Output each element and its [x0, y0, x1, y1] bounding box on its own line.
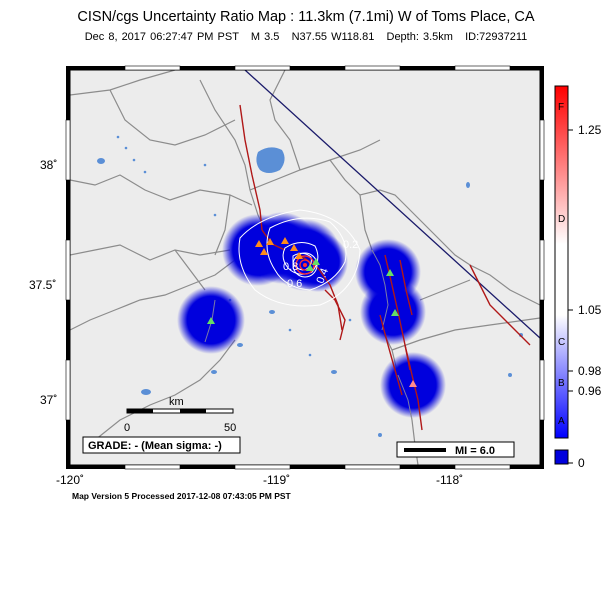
lake: [466, 182, 470, 188]
scale-bar-segment: [180, 409, 206, 413]
grade-box: GRADE: - (Mean sigma: -): [82, 436, 241, 454]
station-triangle: [312, 258, 320, 265]
scale-unit: km: [169, 396, 184, 408]
grade-box-frame: [82, 436, 241, 454]
contour-0-6: [282, 242, 319, 275]
lake: [237, 343, 243, 347]
map-title: CISN/cgs Uncertainty Ratio Map : 11.3km …: [77, 9, 535, 25]
lake: [308, 353, 312, 357]
colorbar-values: 1.25 1.05 0.98 0.96 0: [578, 123, 602, 470]
colorbar: F D C B A 1.25 1.05 0.98 0.96 0: [554, 85, 602, 470]
station-triangle: [266, 238, 274, 245]
faults: [239, 104, 531, 431]
uncertainty-zone: [360, 279, 426, 345]
lake: [141, 389, 151, 395]
station-triangle: [207, 317, 215, 324]
contour-label: 0.2: [343, 239, 358, 251]
lake: [203, 163, 207, 167]
mi-legend-line: [404, 448, 446, 452]
station-triangle: [290, 244, 298, 251]
lake: [331, 370, 337, 374]
scale-bar: km 0 50: [124, 396, 236, 434]
lake: [143, 170, 147, 174]
lake: [378, 433, 382, 437]
lat-label: 37˚: [40, 393, 57, 407]
colorbar-value: 1.05: [578, 303, 602, 317]
colorbar-zero-swatch: [554, 449, 569, 465]
lake: [213, 213, 217, 217]
event-depth: Depth: 3.5km: [386, 31, 453, 43]
station-triangle: [295, 252, 303, 259]
colorbar-value: 1.25: [578, 123, 602, 137]
mono-lake: [256, 147, 285, 173]
colorbar-letters: F D C B A: [558, 102, 565, 427]
colorbar-letter: F: [558, 102, 564, 113]
colorbar-letter: C: [558, 337, 565, 348]
contour-label: 0.8: [283, 261, 298, 273]
colorbar-letter: B: [558, 378, 565, 389]
colorbar-value: 0: [578, 456, 585, 470]
station-triangle: [255, 240, 263, 247]
lake: [348, 318, 352, 322]
lakes: [97, 135, 523, 437]
lake: [519, 333, 523, 337]
epicenter-dot: [303, 263, 307, 267]
station-triangle: [281, 237, 289, 244]
contour-label: 0.6: [287, 278, 302, 290]
lake: [132, 158, 136, 162]
colorbar-letter: A: [558, 416, 565, 427]
station-triangle: [391, 309, 399, 316]
latitude-labels: 38˚ 37.5˚ 37˚: [29, 158, 57, 407]
lake: [124, 146, 128, 150]
lake: [97, 158, 105, 164]
event-magnitude: M 3.5: [250, 31, 280, 43]
station-triangle: [306, 264, 314, 271]
lake: [116, 135, 120, 139]
grade-text: GRADE: - (Mean sigma: -): [88, 440, 222, 452]
scale-start: 0: [124, 422, 130, 434]
colorbar-value: 0.98: [578, 364, 602, 378]
mi-legend: MI = 6.0: [396, 441, 515, 458]
map-frame: [65, 65, 545, 470]
event-id: ID:72937211: [465, 31, 528, 43]
map-footer: Map Version 5 Processed 2017-12-08 07:43…: [72, 491, 291, 501]
contour-label-group: 0.2 0.8 0.6 0.4: [283, 239, 358, 290]
mi-legend-frame: [396, 441, 515, 458]
lat-label: 38˚: [40, 158, 57, 172]
lake: [508, 373, 512, 377]
event-info: Dec 8, 2017 06:27:47 PM PST M 3.5 N37.55…: [0, 31, 612, 43]
lon-label: -119˚: [263, 473, 290, 487]
mi-legend-label: MI = 6.0: [455, 445, 495, 457]
colorbar-ticks: [568, 129, 573, 464]
station-triangle: [386, 269, 394, 276]
stations: [207, 237, 417, 387]
map-panel: 0.2 0.8 0.6 0.4 km 0 50 GRADE: - (Mean s…: [70, 70, 540, 465]
lake: [288, 328, 292, 332]
event-datetime: Dec 8, 2017 06:27:47 PM PST: [84, 31, 239, 43]
station-triangle: [409, 380, 417, 387]
colorbar-letter: D: [558, 214, 565, 225]
colorbar-value: 0.96: [578, 384, 602, 398]
lat-label: 37.5˚: [29, 278, 56, 292]
longitude-labels: -120˚ -119˚ -118˚: [56, 473, 463, 487]
lon-label: -120˚: [56, 473, 84, 487]
colorbar-gradient: [554, 85, 569, 439]
scale-end: 50: [224, 422, 236, 434]
station-triangle: [260, 248, 268, 255]
lake: [211, 370, 217, 374]
state-border: [244, 70, 540, 339]
scale-bar-segment: [127, 409, 153, 413]
event-location: N37.55 W118.81: [291, 31, 375, 43]
lake: [269, 310, 275, 314]
contour-0-2: [266, 217, 347, 291]
contour-label: 0.4: [315, 267, 332, 285]
contour-outer: [238, 209, 361, 307]
lon-label: -118˚: [436, 473, 463, 487]
